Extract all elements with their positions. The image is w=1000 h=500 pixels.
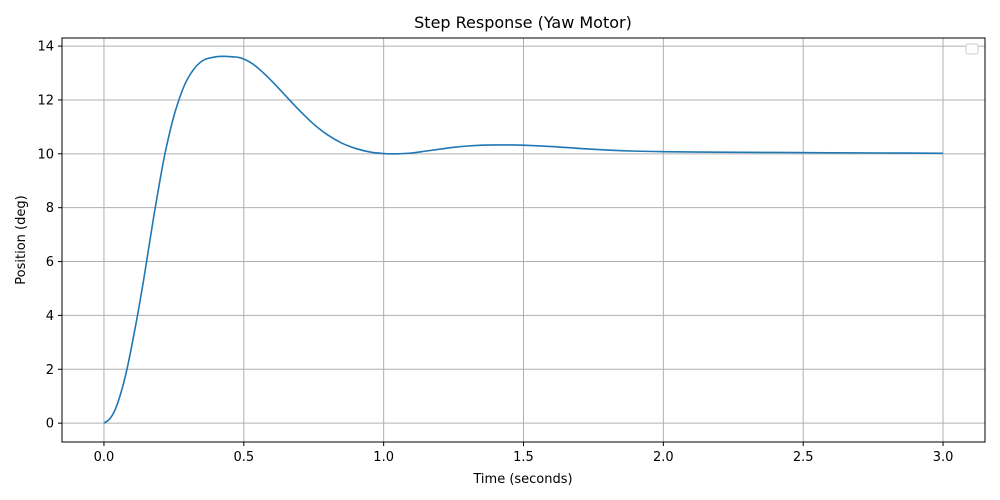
x-tick-label: 2.0	[653, 450, 674, 465]
y-tick-label: 2	[46, 363, 54, 378]
y-tick-label: 4	[46, 309, 54, 324]
y-tick-label: 8	[46, 201, 54, 216]
x-axis: 0.0 0.5 1.0 1.5 2.0 2.5 3.0	[94, 442, 954, 465]
y-tick-label: 10	[37, 147, 54, 162]
y-tick-label: 6	[46, 255, 54, 270]
y-tick-label: 0	[46, 417, 54, 432]
x-tick-label: 2.5	[793, 450, 814, 465]
chart-title: Step Response (Yaw Motor)	[414, 13, 632, 32]
legend-box	[965, 43, 979, 55]
x-tick-label: 0.5	[233, 450, 254, 465]
series-line	[103, 55, 944, 424]
y-tick-label: 14	[37, 40, 54, 55]
y-tick-label: 12	[37, 93, 54, 108]
data-series	[103, 55, 944, 424]
x-tick-label: 1.5	[513, 450, 534, 465]
x-tick-label: 1.0	[373, 450, 394, 465]
grid-lines	[62, 38, 985, 442]
x-tick-label: 0.0	[94, 450, 115, 465]
x-axis-label: Time (seconds)	[472, 472, 572, 487]
x-tick-label: 3.0	[933, 450, 954, 465]
y-axis-label: Position (deg)	[14, 195, 29, 284]
y-axis: 0 2 4 6 8 10 12 14	[37, 40, 62, 432]
